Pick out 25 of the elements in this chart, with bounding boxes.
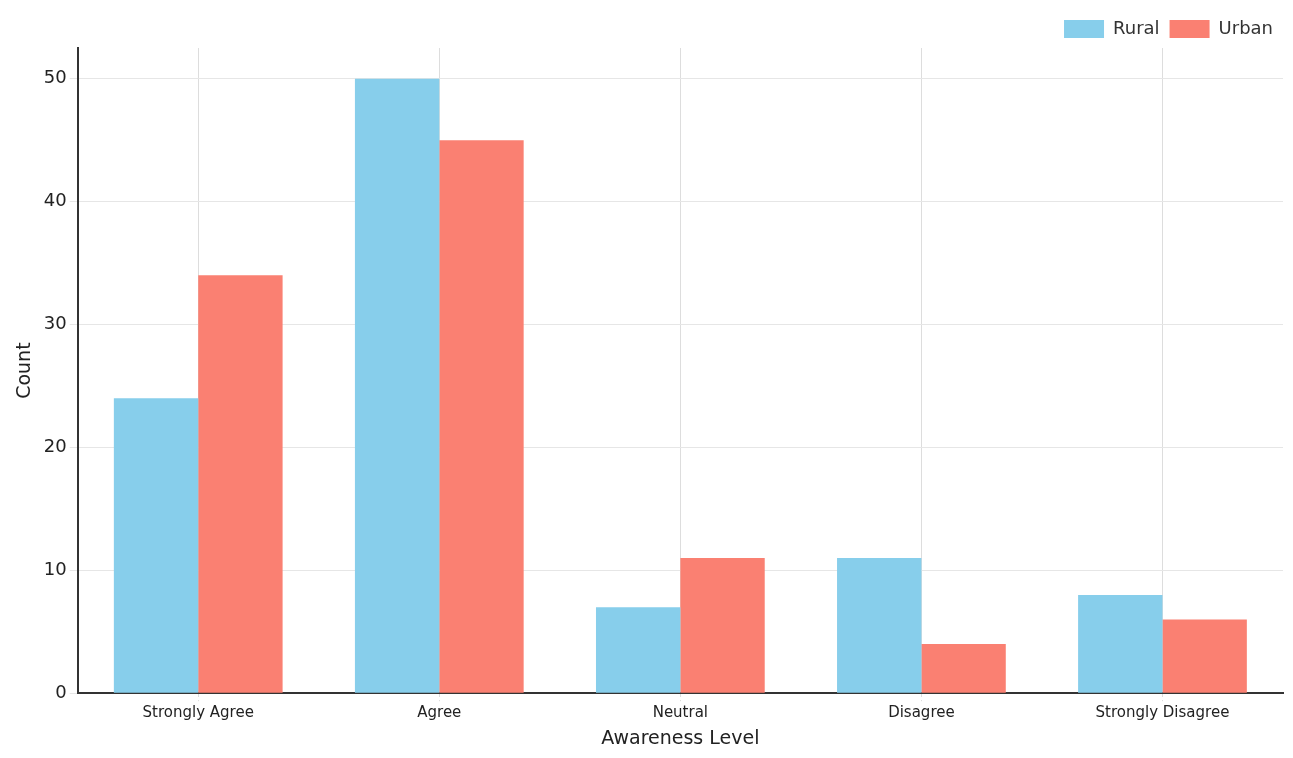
y-tick-label: 10 bbox=[43, 557, 67, 579]
y-tick-label: 50 bbox=[43, 66, 67, 88]
y-tick-label: 0 bbox=[55, 680, 67, 702]
bar bbox=[1078, 594, 1163, 693]
bar bbox=[198, 275, 283, 693]
bar bbox=[354, 78, 440, 693]
bar bbox=[680, 558, 765, 693]
bar bbox=[439, 140, 524, 693]
y-tick-label: 30 bbox=[43, 312, 67, 334]
y-tick-label: 20 bbox=[43, 435, 67, 457]
x-tick-label: Strongly Agree bbox=[142, 703, 254, 722]
y-axis-title: Count bbox=[12, 342, 35, 399]
legend-label: Rural bbox=[1113, 16, 1160, 38]
bar bbox=[113, 398, 199, 693]
x-tick-label: Agree bbox=[417, 703, 462, 722]
x-tick-label: Disagree bbox=[888, 703, 955, 722]
bar bbox=[595, 607, 681, 693]
x-tick-label: Strongly Disagree bbox=[1095, 703, 1230, 722]
legend-label: Urban bbox=[1218, 16, 1274, 38]
x-axis-title: Awareness Level bbox=[601, 725, 760, 748]
y-tick-label: 40 bbox=[43, 189, 67, 211]
bar bbox=[837, 558, 922, 693]
bar bbox=[921, 644, 1006, 693]
bar bbox=[1162, 619, 1247, 693]
x-tick-label: Neutral bbox=[652, 703, 709, 722]
